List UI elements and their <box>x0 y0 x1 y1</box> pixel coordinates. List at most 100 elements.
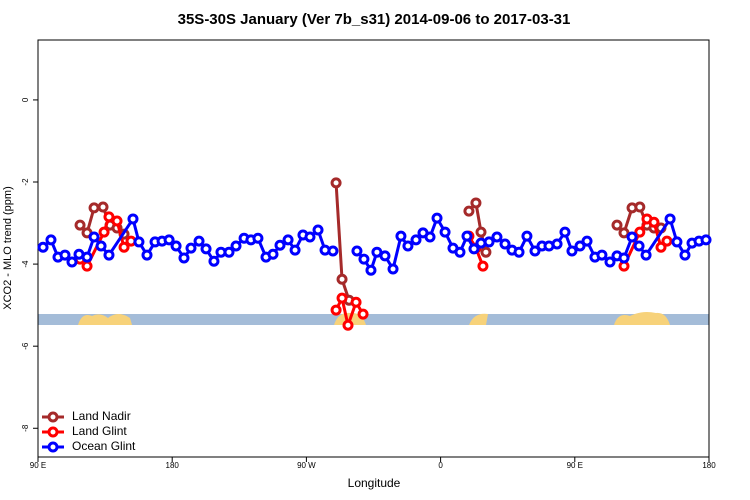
data-point <box>342 319 354 331</box>
data-point <box>59 249 71 261</box>
legend-label: Land Nadir <box>72 409 131 423</box>
data-point <box>103 211 115 223</box>
chart-title: 35S-30S January (Ver 7b_s31) 2014-09-06 … <box>178 11 571 28</box>
data-point <box>700 234 712 246</box>
data-point <box>559 226 571 238</box>
data-point <box>454 246 466 258</box>
data-point <box>98 226 110 238</box>
data-point <box>133 236 145 248</box>
data-point <box>357 308 369 320</box>
data-point <box>230 240 242 252</box>
x-tick-label: 90 E <box>567 461 583 470</box>
legend-marker <box>47 426 59 438</box>
data-point <box>95 240 107 252</box>
legend-label: Ocean Glint <box>72 439 136 453</box>
data-point <box>97 201 109 213</box>
data-point <box>596 249 608 261</box>
legend-marker <box>47 441 59 453</box>
data-point <box>327 245 339 257</box>
data-point <box>185 242 197 254</box>
data-point <box>274 239 286 251</box>
data-point <box>640 249 652 261</box>
y-tick-label: -2 <box>21 178 30 186</box>
data-point <box>330 304 342 316</box>
y-tick-label: 0 <box>21 97 30 102</box>
data-point <box>379 250 391 262</box>
data-point <box>208 255 220 267</box>
data-point <box>163 234 175 246</box>
data-point <box>111 215 123 227</box>
data-point <box>491 231 503 243</box>
data-point <box>483 236 495 248</box>
data-point <box>634 226 646 238</box>
data-point <box>252 232 264 244</box>
data-point <box>312 224 324 236</box>
data-point <box>475 226 487 238</box>
data-point <box>336 273 348 285</box>
x-tick-label: 180 <box>166 461 180 470</box>
x-tick-label: 0 <box>438 461 443 470</box>
data-point <box>648 216 660 228</box>
data-point <box>88 231 100 243</box>
y-tick-label: -6 <box>21 342 30 350</box>
data-point <box>37 241 49 253</box>
data-point <box>282 234 294 246</box>
data-point <box>74 219 86 231</box>
data-point <box>81 260 93 272</box>
data-point <box>66 256 78 268</box>
data-point <box>193 235 205 247</box>
land-shape <box>469 313 488 325</box>
data-point <box>358 253 370 265</box>
data-point <box>330 177 342 189</box>
x-axis-label: Longitude <box>348 476 401 490</box>
x-tick-label: 90 W <box>297 461 316 470</box>
data-point <box>611 219 623 231</box>
data-point <box>634 201 646 213</box>
ocean-band <box>38 314 709 325</box>
data-point <box>671 236 683 248</box>
data-point <box>103 249 115 261</box>
data-point <box>81 251 93 263</box>
data-point <box>529 245 541 257</box>
legend-marker <box>47 411 59 423</box>
data-point <box>336 292 348 304</box>
data-point <box>431 212 443 224</box>
data-point <box>664 213 676 225</box>
data-point <box>439 226 451 238</box>
data-point <box>424 231 436 243</box>
data-point <box>655 241 667 253</box>
data-point <box>402 240 414 252</box>
data-point <box>604 256 616 268</box>
data-point <box>350 296 362 308</box>
y-tick-label: -4 <box>21 260 30 268</box>
data-point <box>410 234 422 246</box>
data-point <box>170 240 182 252</box>
data-point <box>267 248 279 260</box>
data-point <box>289 244 301 256</box>
data-point <box>513 246 525 258</box>
data-point <box>387 263 399 275</box>
data-point <box>566 245 578 257</box>
data-point <box>45 234 57 246</box>
y-tick-label: -8 <box>21 424 30 432</box>
data-point <box>618 252 630 264</box>
data-point <box>118 241 130 253</box>
data-point <box>574 240 586 252</box>
data-point <box>581 235 593 247</box>
data-point <box>661 235 673 247</box>
data-point <box>88 202 100 214</box>
data-point <box>521 230 533 242</box>
data-point <box>499 238 511 250</box>
data-point <box>480 246 492 258</box>
data-point <box>395 230 407 242</box>
data-point <box>127 213 139 225</box>
data-point <box>477 260 489 272</box>
land-shape <box>78 314 132 325</box>
y-axis-label: XCO2 - MLO trend (ppm) <box>2 186 14 309</box>
data-point <box>178 252 190 264</box>
x-tick-label: 180 <box>702 461 716 470</box>
legend-label: Land Glint <box>72 424 127 438</box>
data-point <box>223 246 235 258</box>
